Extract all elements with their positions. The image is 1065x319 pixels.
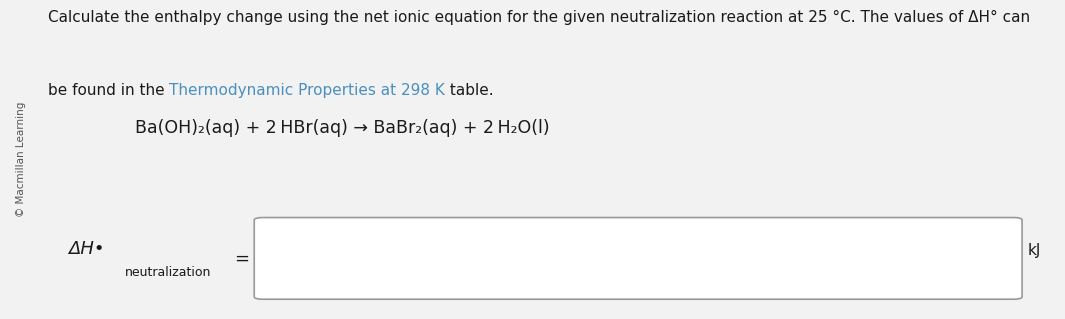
Text: =: = (234, 250, 249, 268)
Text: Ba(OH)₂(aq) + 2 HBr(aq) → BaBr₂(aq) + 2 H₂O(l): Ba(OH)₂(aq) + 2 HBr(aq) → BaBr₂(aq) + 2 … (134, 119, 550, 137)
Text: table.: table. (445, 83, 494, 98)
Text: © Macmillan Learning: © Macmillan Learning (16, 102, 27, 217)
Text: be found in the: be found in the (48, 83, 169, 98)
Text: ΔH•: ΔH• (68, 241, 104, 258)
FancyBboxPatch shape (255, 218, 1022, 299)
Text: Thermodynamic Properties at 298 K: Thermodynamic Properties at 298 K (169, 83, 445, 98)
Text: Calculate the enthalpy change using the net ionic equation for the given neutral: Calculate the enthalpy change using the … (48, 10, 1030, 25)
Text: neutralization: neutralization (125, 266, 211, 279)
Text: kJ: kJ (1027, 243, 1041, 258)
